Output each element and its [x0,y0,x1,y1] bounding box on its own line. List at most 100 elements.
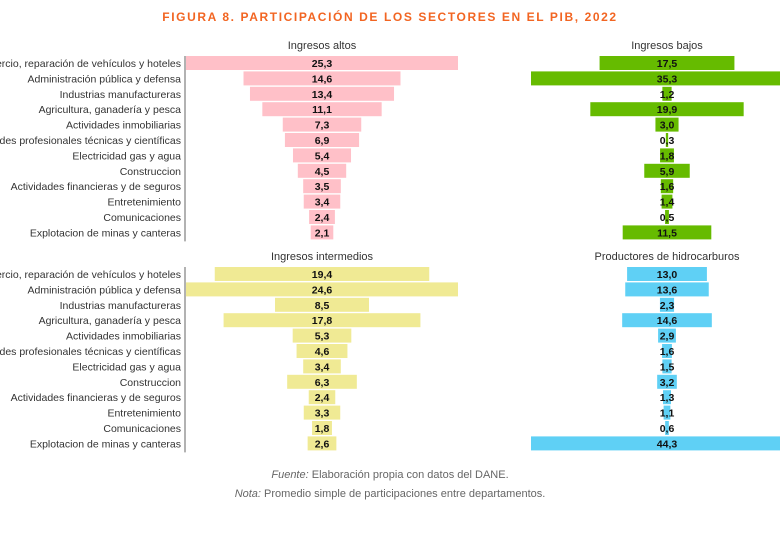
bar [665,421,669,435]
panel-title: Ingresos bajos [631,40,703,52]
category-label: Actividades inmobiliarias [66,120,181,132]
data-label: 3,0 [660,120,675,132]
bar [243,71,401,86]
bar [303,194,341,209]
bar [625,282,709,297]
bar [665,133,669,147]
data-label: 13,6 [657,284,678,296]
bar [659,297,675,312]
data-label: 0,6 [660,423,675,435]
data-label: 3,4 [315,197,330,209]
data-label: 3,4 [315,361,330,373]
bar [292,328,352,343]
category-label: Comercio, reparación de vehículos y hote… [0,269,181,281]
data-label: 3,3 [315,408,330,420]
data-label: 1,3 [660,392,675,404]
figure-title: FIGURA 8. PARTICIPACIÓN DE LOS SECTORES … [162,10,618,24]
bar [292,148,352,163]
bar [297,163,347,178]
data-label: 1,6 [660,181,675,193]
category-label: Comunicaciones [103,212,181,224]
panel-title: Ingresos altos [288,40,357,52]
data-label: 4,5 [315,166,330,178]
data-label: 5,4 [315,150,330,162]
category-label: Industrias manufactureras [60,89,181,101]
bar [310,225,334,240]
bar [303,359,341,374]
bar [663,390,671,405]
bar [622,313,712,328]
data-label: 17,5 [657,58,678,70]
data-label: 8,5 [315,300,330,312]
category-label: Agricultura, ganadería y pesca [39,104,182,116]
data-label: 1,1 [660,408,675,420]
bar [275,297,369,312]
bar [599,56,735,70]
category-label: Actividades financieras y de seguros [11,181,181,193]
bar [282,117,362,132]
category-label: Actividades inmobiliarias [66,331,181,343]
data-label: 14,6 [657,315,678,327]
bar [186,56,458,70]
data-label: 6,9 [315,135,330,147]
data-label: 14,6 [312,73,333,85]
category-label: Explotacion de minas y canteras [30,227,181,239]
bar [627,267,707,281]
panel-title: Productores de hidrocarburos [595,251,740,263]
data-label: 1,8 [660,150,675,162]
nota-text: Promedio simple de participaciones entre… [260,488,546,500]
nota-note: Nota: Promedio simple de participaciones… [0,488,780,500]
bar [657,374,677,389]
data-label: 19,9 [657,104,678,116]
bar [214,267,430,281]
bar [249,86,395,101]
category-label: Explotacion de minas y canteras [30,438,181,450]
category-label: Electricidad gas y agua [72,150,181,162]
source-label: Fuente: [271,469,309,481]
data-label: 5,9 [660,166,675,178]
bar [223,313,421,328]
data-label: 1,8 [315,423,330,435]
bar [660,179,674,194]
data-label: 35,3 [657,73,678,85]
bar [662,86,672,101]
data-label: 6,3 [315,377,330,389]
bar [665,210,669,224]
bar [284,133,360,147]
bar [531,71,780,86]
category-label: Administración pública y defensa [27,284,181,296]
category-label: Actividades profesionales técnicas y cie… [0,346,181,358]
data-label: 2,6 [315,438,330,450]
source-note: Fuente: Elaboración propia con datos del… [0,469,780,481]
data-label: 3,2 [660,377,675,389]
category-label: Actividades profesionales técnicas y cie… [0,135,181,147]
nota-label: Nota: [234,488,261,500]
data-label: 2,9 [660,331,675,343]
bar [644,163,690,178]
bar [663,405,671,420]
bar [296,344,348,358]
data-label: 0,5 [660,212,675,224]
data-label: 2,4 [315,212,330,224]
category-label: Entretenimiento [107,197,181,209]
bar [660,148,674,163]
bar [308,390,336,405]
bar [312,421,332,435]
data-label: 4,6 [315,346,330,358]
data-label: 1,5 [660,361,675,373]
data-label: 3,5 [315,181,330,193]
bar [307,436,337,451]
bar [287,374,357,389]
data-label: 7,3 [315,120,330,132]
data-label: 24,6 [312,284,333,296]
bar [662,344,672,358]
bar [186,282,458,297]
panel-title: Ingresos intermedios [271,251,374,263]
bar [661,194,673,209]
bar [622,225,712,240]
data-label: 25,3 [312,58,333,70]
category-label: Administración pública y defensa [27,73,181,85]
data-label: 0,3 [660,135,675,147]
data-label: 2,4 [315,392,330,404]
data-label: 2,1 [315,227,330,239]
